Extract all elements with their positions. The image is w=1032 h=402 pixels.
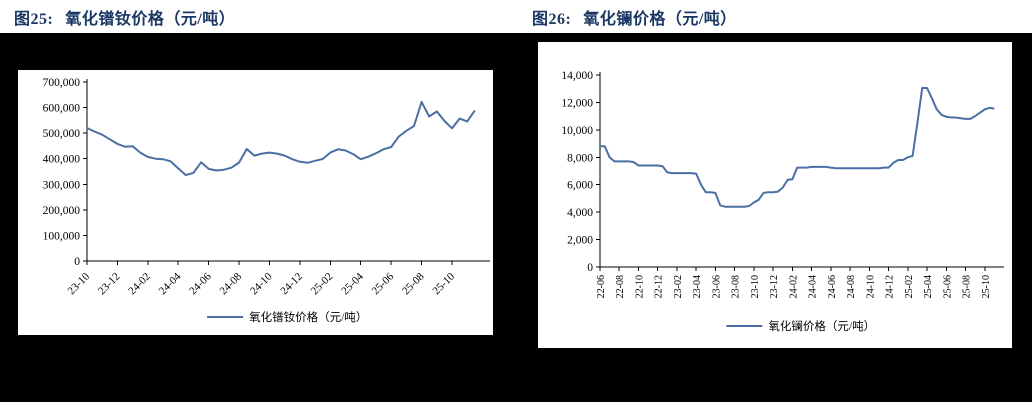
y-axis-tick-labels: 0 2,000 4,000 6,000 8,000 10,000 12,000 14,000	[561, 70, 593, 274]
svg-text:24-04: 24-04	[808, 275, 819, 298]
y-axis-tick-labels: 0 100,000 200,000 300,000 400,000 500,000 600,…	[43, 77, 81, 268]
svg-text:24-12: 24-12	[278, 271, 305, 298]
svg-text:25-08: 25-08	[962, 275, 973, 298]
figure-titles-bar: 图25: 氧化镨钕价格（元/吨） 图26: 氧化镧价格（元/吨）	[0, 0, 1032, 33]
figure-26-caption: 氧化镧价格（元/吨）	[583, 11, 737, 28]
svg-text:25-10: 25-10	[981, 275, 992, 298]
figure-26-number: 图26:	[532, 11, 572, 28]
figure-25-caption: 氧化镨钕价格（元/吨）	[65, 11, 236, 28]
svg-text:10,000: 10,000	[561, 125, 593, 137]
svg-text:25-04: 25-04	[339, 270, 366, 297]
svg-text:23-10: 23-10	[65, 270, 92, 297]
svg-text:24-06: 24-06	[827, 275, 838, 298]
svg-text:23-10: 23-10	[750, 275, 761, 298]
x-axis-tick-labels: 22-06 22-08 22-10 22-12 23-02 23-04 23-06 23-08…	[596, 275, 992, 298]
svg-text:25-06: 25-06	[370, 270, 397, 297]
svg-text:22-10: 22-10	[634, 275, 645, 298]
svg-text:4,000: 4,000	[567, 207, 593, 219]
price-line-series	[600, 87, 995, 208]
svg-text:700,000: 700,000	[43, 77, 81, 89]
axes	[596, 72, 1004, 271]
svg-text:23-08: 23-08	[731, 275, 742, 298]
svg-text:24-02: 24-02	[788, 275, 799, 298]
legend-label: 氧化镨钕价格（元/吨）	[249, 310, 367, 324]
legend: 氧化镧价格（元/吨）	[726, 319, 875, 333]
legend: 氧化镨钕价格（元/吨）	[207, 310, 367, 324]
svg-text:25-06: 25-06	[942, 275, 953, 298]
svg-text:25-08: 25-08	[400, 270, 427, 297]
svg-text:23-12: 23-12	[769, 275, 780, 298]
lanthanum-oxide-price-chart: 0 2,000 4,000 6,000 8,000 10,000 12,000 14,000 2…	[561, 70, 1004, 333]
svg-text:23-02: 23-02	[673, 275, 684, 298]
svg-text:200,000: 200,000	[43, 205, 81, 217]
legend-label: 氧化镧价格（元/吨）	[768, 319, 875, 333]
svg-text:24-10: 24-10	[865, 275, 876, 298]
axes	[83, 79, 490, 265]
figure-25-title: 图25: 氧化镨钕价格（元/吨）	[14, 5, 235, 29]
svg-text:22-06: 22-06	[596, 275, 607, 298]
svg-text:25-04: 25-04	[923, 275, 934, 298]
svg-text:500,000: 500,000	[43, 128, 81, 140]
price-line-series	[86, 100, 476, 177]
svg-text:300,000: 300,000	[43, 179, 81, 191]
svg-text:24-04: 24-04	[157, 270, 184, 297]
svg-text:14,000: 14,000	[561, 70, 593, 82]
svg-text:23-04: 23-04	[692, 275, 703, 298]
x-axis-tick-labels: 23-10 23-12 24-02 24-04 24-06 24-08 24-10 24-12…	[65, 270, 457, 297]
svg-text:12,000: 12,000	[561, 97, 593, 109]
svg-text:0: 0	[74, 256, 80, 268]
svg-text:24-06: 24-06	[187, 270, 214, 297]
svg-text:24-08: 24-08	[218, 270, 245, 297]
svg-text:24-08: 24-08	[846, 275, 857, 298]
svg-text:6,000: 6,000	[567, 180, 593, 192]
svg-text:600,000: 600,000	[43, 103, 81, 115]
prnd-oxide-chart-panel: 0 100,000 200,000 300,000 400,000 500,000 600,…	[18, 70, 493, 335]
lanthanum-oxide-chart-panel: 0 2,000 4,000 6,000 8,000 10,000 12,000 14,000 2…	[538, 42, 1012, 348]
prnd-oxide-price-chart: 0 100,000 200,000 300,000 400,000 500,000 600,…	[43, 77, 490, 324]
svg-text:23-12: 23-12	[96, 271, 123, 298]
svg-text:25-02: 25-02	[309, 271, 336, 298]
svg-text:100,000: 100,000	[43, 230, 81, 242]
svg-text:25-02: 25-02	[904, 275, 915, 298]
svg-text:24-02: 24-02	[126, 271, 153, 298]
svg-text:25-10: 25-10	[430, 270, 457, 297]
svg-text:22-08: 22-08	[615, 275, 626, 298]
svg-text:22-12: 22-12	[654, 275, 665, 298]
svg-text:0: 0	[587, 262, 593, 274]
svg-text:2,000: 2,000	[567, 235, 593, 247]
svg-text:400,000: 400,000	[43, 154, 81, 166]
svg-text:8,000: 8,000	[567, 152, 593, 164]
svg-text:23-06: 23-06	[711, 275, 722, 298]
figure-25-number: 图25:	[14, 11, 54, 28]
svg-text:24-12: 24-12	[885, 275, 896, 298]
svg-text:24-10: 24-10	[248, 270, 275, 297]
figure-26-title: 图26: 氧化镧价格（元/吨）	[532, 5, 737, 29]
